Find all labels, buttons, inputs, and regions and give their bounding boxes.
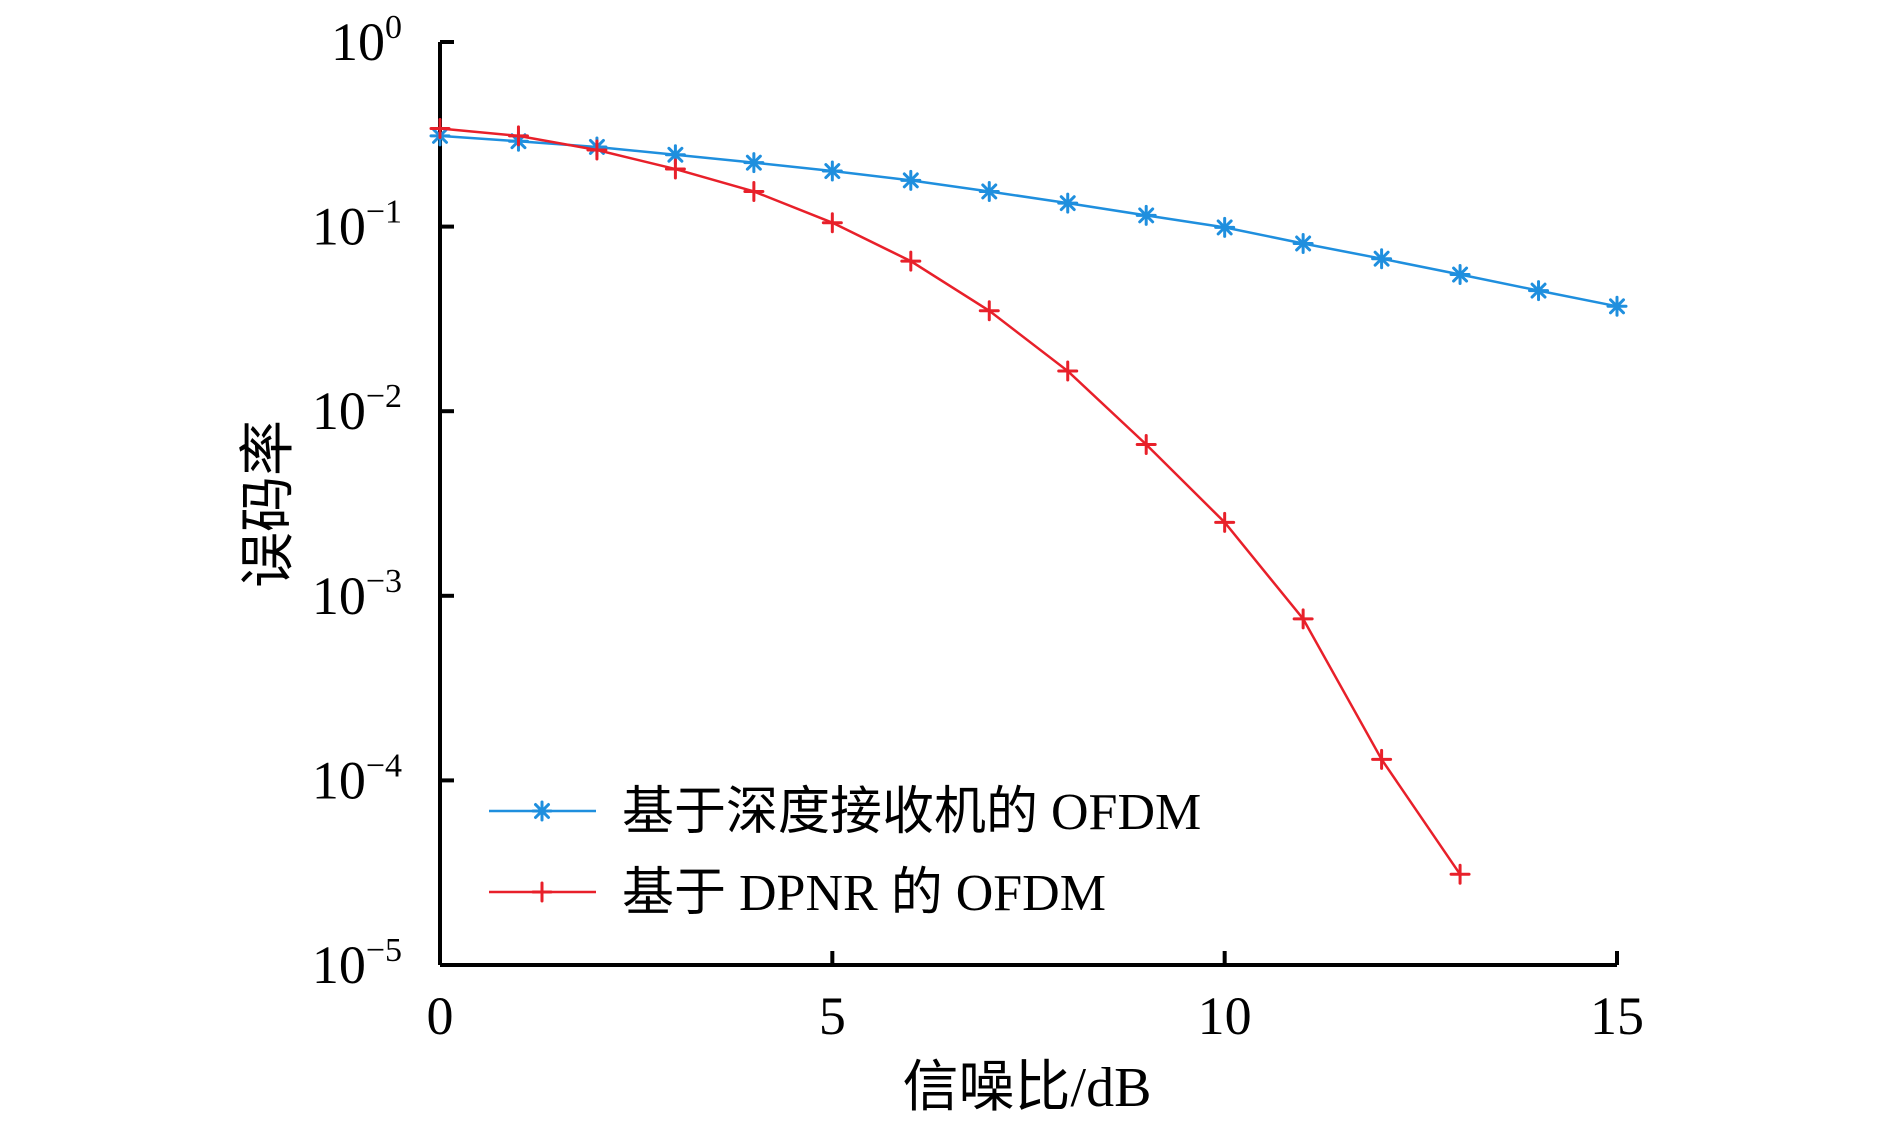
y-tick-label: 10−2	[312, 378, 402, 441]
data-point	[1214, 511, 1236, 533]
y-tick-label-base: 10	[312, 935, 366, 995]
y-tick-label-base: 10	[312, 750, 366, 810]
data-point	[1214, 216, 1236, 238]
data-point	[507, 125, 529, 147]
data-point	[978, 300, 1000, 322]
data-point	[978, 180, 1000, 202]
x-tick-label: 0	[427, 986, 454, 1046]
y-tick-label: 100	[331, 9, 402, 72]
data-point	[743, 180, 765, 202]
data-point	[664, 158, 686, 180]
data-point	[1135, 434, 1157, 456]
y-tick-label-base: 10	[312, 566, 366, 626]
data-point	[1371, 248, 1393, 270]
y-tick-label: 10−5	[312, 932, 402, 995]
y-tick-label-exponent: 0	[385, 9, 402, 46]
series-layer	[429, 117, 1628, 885]
y-axis-label: 误码率	[238, 420, 300, 588]
data-point	[1292, 608, 1314, 630]
data-point	[1449, 863, 1471, 885]
legend-marker	[531, 881, 553, 903]
series-0	[429, 125, 1628, 317]
data-point	[900, 169, 922, 191]
y-tick-label-base: 10	[312, 197, 366, 257]
y-tick-label: 10−4	[312, 747, 402, 810]
series-line-1	[439, 127, 1462, 875]
data-point	[1292, 232, 1314, 254]
y-tick-label-base: 10	[312, 381, 366, 441]
x-axis-label: 信噪比/dB	[903, 1057, 1152, 1119]
legend-item-1: 基于 DPNR 的 OFDM	[489, 865, 1106, 922]
y-tick-label-exponent: −4	[366, 747, 402, 784]
x-tick-label: 5	[819, 986, 846, 1046]
data-point	[743, 152, 765, 174]
data-point	[1606, 295, 1628, 317]
y-tick-label-exponent: −5	[366, 932, 402, 969]
legend-item-0: 基于深度接收机的 OFDM	[489, 784, 1201, 841]
data-point	[1449, 264, 1471, 286]
data-point	[1528, 280, 1550, 302]
legend-marker	[531, 800, 553, 822]
data-point	[1057, 192, 1079, 214]
x-tick-label: 15	[1590, 986, 1644, 1046]
data-point	[586, 139, 608, 161]
y-tick-label-exponent: −3	[366, 563, 402, 600]
y-tick-label: 10−3	[312, 563, 402, 626]
data-point	[1371, 748, 1393, 770]
data-point	[821, 160, 843, 182]
legend: 基于深度接收机的 OFDM 基于 DPNR 的 OFDM	[489, 784, 1201, 922]
legend-label: 基于深度接收机的 OFDM	[622, 784, 1201, 841]
data-point	[900, 250, 922, 272]
series-line-0	[439, 134, 1618, 308]
x-tick-label: 10	[1198, 986, 1252, 1046]
data-point	[1057, 360, 1079, 382]
series-1	[429, 117, 1471, 885]
data-point	[1135, 204, 1157, 226]
y-tick-label-exponent: −2	[366, 378, 402, 415]
x-ticks: 0 5 10 15	[427, 951, 1644, 1046]
legend-label: 基于 DPNR 的 OFDM	[622, 865, 1106, 922]
y-tick-label-base: 10	[331, 12, 385, 72]
data-point	[429, 117, 451, 139]
y-tick-label: 10−1	[312, 194, 402, 257]
y-tick-label-exponent: −1	[366, 194, 402, 231]
data-point	[821, 212, 843, 234]
